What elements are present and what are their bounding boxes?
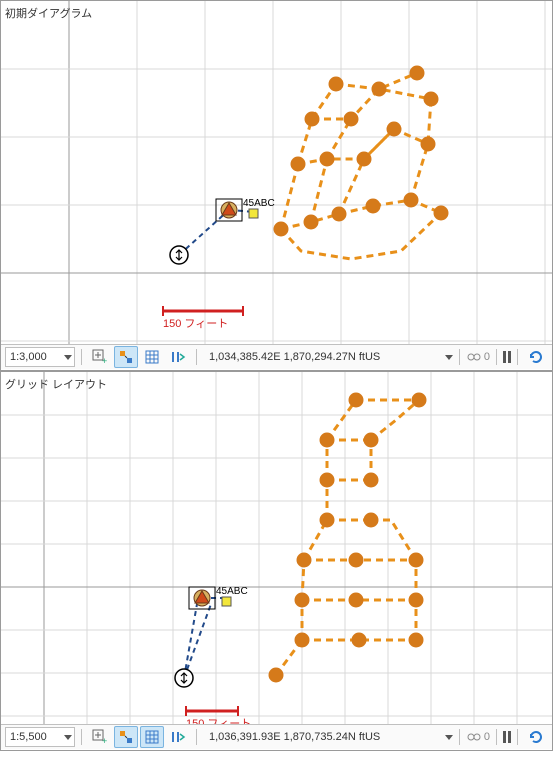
- coordinate-readout: 1,036,391.93E 1,870,735.24N ftUS: [203, 731, 439, 743]
- panel-title: 初期ダイアグラム: [5, 5, 92, 21]
- scale-dropdown[interactable]: 1:3,000: [5, 347, 75, 367]
- svg-text:45ABC: 45ABC: [243, 198, 275, 209]
- panel-title: グリッド レイアウト: [5, 376, 107, 392]
- refresh-icon[interactable]: [524, 726, 548, 748]
- grid-icon[interactable]: [140, 726, 164, 748]
- svg-text:45ABC: 45ABC: [216, 586, 248, 597]
- svg-text:+: +: [102, 356, 107, 365]
- snap-count[interactable]: 0: [466, 350, 490, 364]
- pause-icon[interactable]: [503, 351, 511, 363]
- status-bar: 1:5,500 + 1,036,391.93E 1,870,735.24N ft…: [1, 724, 552, 749]
- chevron-down-icon[interactable]: [445, 355, 453, 360]
- snap-icon[interactable]: [114, 346, 138, 368]
- grid-plus-icon[interactable]: +: [88, 346, 112, 368]
- svg-text:+: +: [102, 736, 107, 745]
- svg-text:150 フィート: 150 フィート: [163, 318, 228, 330]
- grid-plus-icon[interactable]: +: [88, 726, 112, 748]
- chevron-down-icon: [64, 735, 72, 740]
- chevron-down-icon[interactable]: [445, 735, 453, 740]
- scale-dropdown[interactable]: 1:5,500: [5, 727, 75, 747]
- pause-icon[interactable]: [503, 731, 511, 743]
- scale-value: 1:3,000: [10, 351, 47, 363]
- svg-text:150 フィート: 150 フィート: [186, 718, 251, 724]
- diagram-canvas[interactable]: 45ABC 150 フィート: [1, 1, 552, 344]
- diagram-panel-initial: 初期ダイアグラム 45ABC 150 フィート 1:3,000 + 1,034,3…: [0, 0, 553, 371]
- diagram-panel-grid-layout: グリッド レイアウト 45ABC 150 フィート 1:5,500 + 1,036…: [0, 371, 553, 751]
- snap-icon[interactable]: [114, 726, 138, 748]
- coordinate-readout: 1,034,385.42E 1,870,294.27N ftUS: [203, 351, 439, 363]
- constraint-icon[interactable]: [166, 346, 190, 368]
- scale-value: 1:5,500: [10, 731, 47, 743]
- diagram-canvas[interactable]: 45ABC 150 フィート: [1, 372, 552, 724]
- refresh-icon[interactable]: [524, 346, 548, 368]
- grid-icon[interactable]: [140, 346, 164, 368]
- chevron-down-icon: [64, 355, 72, 360]
- constraint-icon[interactable]: [166, 726, 190, 748]
- snap-count[interactable]: 0: [466, 730, 490, 744]
- status-bar: 1:3,000 + 1,034,385.42E 1,870,294.27N ft…: [1, 344, 552, 369]
